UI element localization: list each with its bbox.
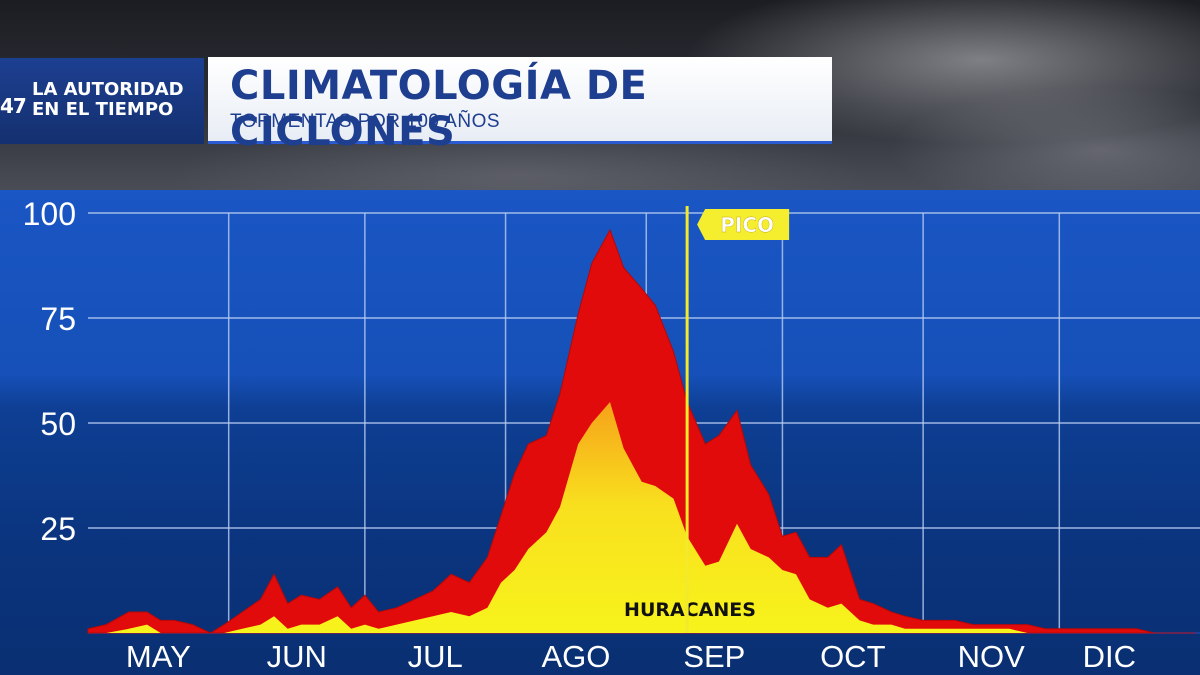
tagline-line-1: LA AUTORIDAD	[32, 79, 184, 100]
station-tagline: LA AUTORIDAD EN EL TIEMPO	[32, 80, 202, 120]
peak-label-tag	[697, 209, 790, 240]
y-tick-label: 100	[23, 196, 76, 232]
tagline-line-2: EN EL TIEMPO	[32, 99, 174, 120]
x-month-label: AGO	[541, 639, 610, 674]
x-month-label: SEP	[683, 639, 745, 674]
storms-area	[87, 228, 1196, 634]
series-label-huracanes: HURACANES	[624, 599, 756, 621]
x-month-label: MAY	[126, 639, 191, 674]
y-tick-label: 25	[40, 511, 76, 547]
y-tick-label: 50	[40, 406, 76, 442]
station-logo	[0, 58, 204, 144]
station-logo-number: 47	[0, 94, 27, 118]
chart-subtitle: TORMENTAS POR 100 AÑOS	[230, 111, 501, 132]
x-month-label: JUN	[267, 639, 327, 674]
chart-title: CLIMATOLOGÍA DE CICLONES	[230, 63, 648, 155]
x-month-label: JUL	[408, 639, 463, 674]
x-month-label: OCT	[820, 639, 886, 674]
x-month-label: NOV	[958, 639, 1026, 674]
y-tick-label: 75	[40, 301, 76, 337]
x-month-label: DIC	[1083, 639, 1136, 674]
title-banner: CLIMATOLOGÍA DE CICLONES TORMENTAS POR 1…	[208, 57, 832, 155]
peak-label-text: PICO	[720, 213, 774, 237]
hurricanes-area	[88, 402, 1196, 633]
